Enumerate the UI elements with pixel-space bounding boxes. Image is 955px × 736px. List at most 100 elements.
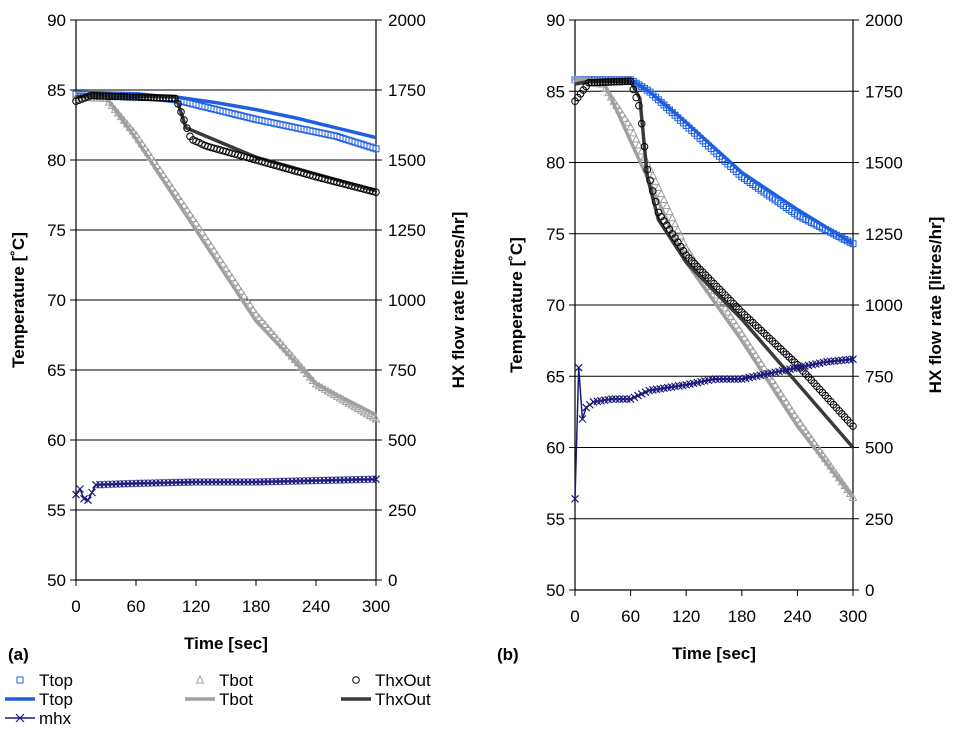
legend-marker (15, 713, 25, 723)
data-point (290, 354, 300, 363)
data-point (203, 236, 213, 245)
data-point (629, 85, 638, 94)
y-tick-label: 65 (47, 361, 66, 380)
legend-label: ThxOut (375, 690, 431, 709)
data-point (601, 78, 610, 86)
data-point (601, 83, 610, 92)
data-point (779, 393, 788, 402)
x-tick-label: 300 (362, 597, 390, 616)
x-tick-label: 240 (783, 607, 811, 626)
series-mhx-line-x (571, 355, 857, 503)
legend-item-tbot: Tbot (195, 671, 253, 690)
data-point (111, 92, 119, 101)
data-point (176, 196, 186, 205)
data-point (596, 78, 604, 87)
data-point (215, 254, 225, 263)
data-point (748, 346, 758, 355)
x-tick-label: 240 (302, 597, 330, 616)
y2-tick-label: 1750 (388, 81, 426, 100)
data-point (765, 334, 774, 343)
data-point (156, 94, 164, 102)
data-point (676, 231, 685, 240)
series-mhx-line-x (72, 475, 380, 505)
data-point (194, 222, 204, 232)
data-point (134, 134, 144, 143)
y-tick-label: 90 (546, 11, 565, 30)
data-point (784, 401, 794, 410)
data-point (768, 337, 777, 345)
data-point (745, 341, 755, 350)
series-thxout-marker-circle (72, 91, 380, 196)
y2-tick-label: 250 (388, 501, 416, 520)
data-point (771, 339, 779, 348)
data-point (90, 91, 98, 100)
data-point (746, 316, 754, 324)
data-point (269, 330, 279, 339)
data-point (593, 78, 602, 87)
data-point (599, 78, 607, 87)
data-point (585, 78, 593, 87)
legend-label: Ttop (39, 690, 73, 709)
data-point (743, 337, 752, 346)
data-point (615, 105, 624, 114)
y2-tick-label: 2000 (865, 11, 903, 30)
data-point (604, 78, 613, 86)
x-axis-label: Time [sec] (184, 634, 268, 653)
x-tick-label: 60 (127, 597, 146, 616)
data-point (158, 169, 168, 178)
data-point (233, 282, 243, 291)
data-point (823, 457, 833, 466)
data-point (645, 164, 655, 173)
legend-label: Ttop (39, 671, 73, 690)
data-point (138, 93, 146, 102)
data-point (96, 92, 104, 100)
data-point (72, 490, 80, 499)
data-point (619, 395, 628, 403)
data-point (723, 375, 731, 384)
data-point (612, 100, 622, 109)
data-point (574, 363, 583, 372)
data-point (749, 318, 757, 327)
data-point (141, 93, 149, 102)
series-thxout-line (574, 79, 855, 449)
data-point (299, 365, 309, 374)
data-point (590, 78, 599, 87)
data-point (173, 191, 183, 201)
data-point (654, 182, 663, 191)
legend-item-thxout: ThxOut (352, 671, 431, 690)
data-point (768, 375, 777, 385)
data-point (609, 96, 619, 105)
y-tick-label: 60 (546, 439, 565, 458)
data-point (840, 481, 849, 490)
x-axis-label: Time [sec] (672, 644, 756, 663)
data-point (770, 380, 780, 389)
data-point (754, 324, 763, 332)
y-axis-label: Temperature [˚C] (507, 237, 526, 373)
data-point (782, 350, 791, 359)
y2-axis-label: HX flow rate [litres/hr] (449, 212, 468, 389)
y2-tick-label: 500 (388, 431, 416, 450)
data-point (180, 116, 188, 124)
legend-marker (195, 674, 205, 684)
data-point (815, 445, 824, 454)
data-point (257, 316, 267, 325)
panel-label: (a) (8, 645, 29, 664)
y2-tick-label: 1000 (388, 291, 426, 310)
data-point (829, 465, 838, 474)
data-point (673, 225, 683, 234)
data-point (726, 375, 735, 384)
data-point (296, 361, 306, 370)
data-point (820, 453, 830, 462)
data-point (239, 291, 249, 300)
data-point (737, 328, 747, 337)
data-point (206, 241, 216, 250)
legend-item-thxout: ThxOut (341, 690, 431, 709)
data-point (626, 122, 635, 131)
data-point (754, 354, 763, 363)
data-point (104, 97, 114, 106)
data-point (848, 492, 858, 501)
panel-label: (b) (497, 645, 519, 664)
y2-tick-label: 1750 (865, 82, 903, 101)
data-point (263, 323, 273, 332)
data-point (734, 375, 743, 384)
